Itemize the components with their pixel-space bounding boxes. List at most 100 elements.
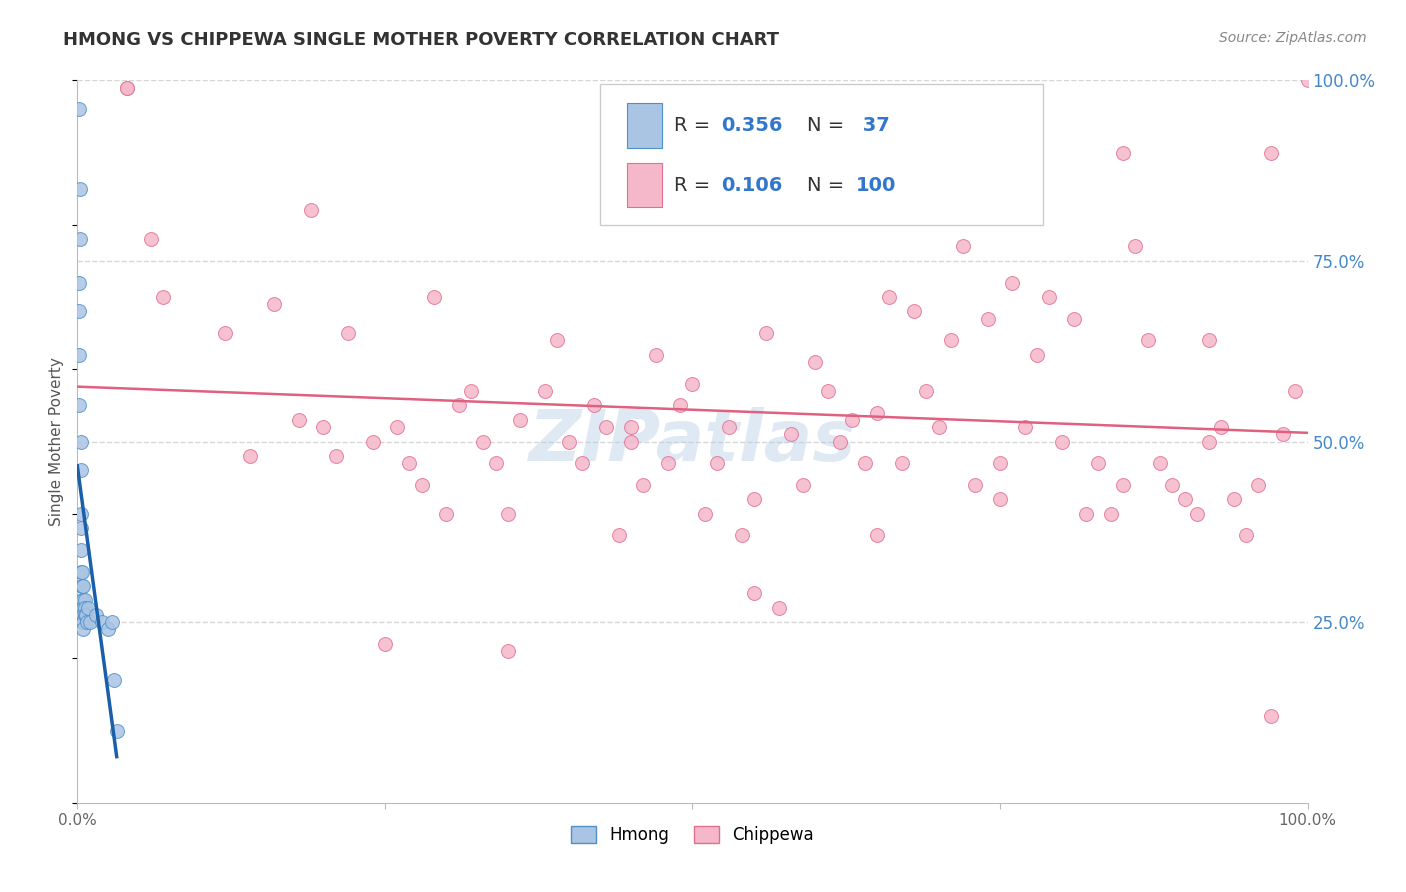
Point: [1161, 478, 1184, 492]
Point: [915, 384, 938, 398]
Text: N =: N =: [807, 176, 851, 194]
Point: [1272, 427, 1295, 442]
Point: [939, 334, 962, 348]
Point: [103, 673, 125, 687]
Point: [890, 456, 912, 470]
Point: [1223, 492, 1246, 507]
Point: [1026, 348, 1049, 362]
Point: [965, 478, 987, 492]
FancyBboxPatch shape: [600, 84, 1043, 225]
Point: [693, 507, 716, 521]
Point: [595, 420, 617, 434]
Point: [718, 420, 741, 434]
Point: [866, 528, 889, 542]
Text: Source: ZipAtlas.com: Source: ZipAtlas.com: [1219, 31, 1367, 45]
Point: [1185, 507, 1208, 521]
Point: [1260, 709, 1282, 723]
Point: [70, 579, 93, 593]
Point: [76, 615, 98, 630]
Point: [558, 434, 581, 449]
Point: [312, 420, 335, 434]
Point: [70, 579, 93, 593]
Point: [72, 623, 94, 637]
Point: [853, 456, 876, 470]
Point: [780, 427, 803, 442]
Point: [423, 290, 446, 304]
Text: R =: R =: [673, 176, 717, 194]
Point: [768, 600, 790, 615]
Point: [67, 398, 90, 412]
Point: [742, 492, 765, 507]
Point: [1260, 145, 1282, 160]
Point: [620, 434, 643, 449]
Point: [841, 413, 863, 427]
Point: [460, 384, 482, 398]
Text: ZIPatlas: ZIPatlas: [529, 407, 856, 476]
Point: [534, 384, 557, 398]
Text: 37: 37: [856, 116, 890, 136]
Point: [67, 348, 90, 362]
Point: [583, 398, 606, 412]
Point: [70, 434, 93, 449]
Point: [84, 607, 107, 622]
Point: [988, 456, 1011, 470]
Text: N =: N =: [807, 116, 851, 136]
Point: [742, 586, 765, 600]
Point: [263, 297, 285, 311]
Point: [239, 449, 262, 463]
Point: [214, 326, 236, 340]
Point: [1234, 528, 1257, 542]
Point: [141, 232, 163, 246]
Point: [79, 615, 101, 630]
Point: [546, 334, 568, 348]
Text: 0.106: 0.106: [721, 176, 782, 194]
Point: [755, 326, 778, 340]
Point: [1076, 507, 1098, 521]
Point: [70, 463, 93, 477]
Point: [1174, 492, 1197, 507]
Point: [669, 398, 692, 412]
Text: 100: 100: [856, 176, 897, 194]
Point: [1001, 276, 1024, 290]
Point: [1099, 507, 1122, 521]
Point: [72, 615, 94, 630]
Point: [73, 600, 96, 615]
Point: [620, 420, 643, 434]
Point: [952, 239, 974, 253]
Point: [1112, 478, 1135, 492]
Point: [1050, 434, 1073, 449]
Point: [97, 623, 120, 637]
FancyBboxPatch shape: [627, 103, 662, 148]
Point: [152, 290, 174, 304]
Point: [731, 528, 754, 542]
Point: [496, 507, 519, 521]
Point: [70, 565, 93, 579]
Point: [485, 456, 508, 470]
Point: [644, 348, 666, 362]
Point: [1087, 456, 1109, 470]
Point: [571, 456, 593, 470]
Point: [682, 376, 704, 391]
Point: [977, 311, 1000, 326]
Point: [325, 449, 347, 463]
Point: [1136, 334, 1159, 348]
Point: [633, 478, 655, 492]
Point: [337, 326, 360, 340]
Point: [67, 276, 90, 290]
Point: [1038, 290, 1060, 304]
Point: [70, 521, 93, 535]
Point: [72, 593, 94, 607]
Point: [903, 304, 925, 318]
Point: [90, 615, 114, 630]
Y-axis label: Single Mother Poverty: Single Mother Poverty: [49, 357, 65, 526]
Point: [361, 434, 384, 449]
Point: [607, 528, 630, 542]
Point: [385, 420, 409, 434]
Point: [496, 644, 519, 658]
Point: [70, 593, 93, 607]
Point: [1112, 145, 1135, 160]
Point: [1149, 456, 1171, 470]
Point: [67, 102, 90, 116]
Point: [72, 600, 94, 615]
Point: [73, 607, 96, 622]
